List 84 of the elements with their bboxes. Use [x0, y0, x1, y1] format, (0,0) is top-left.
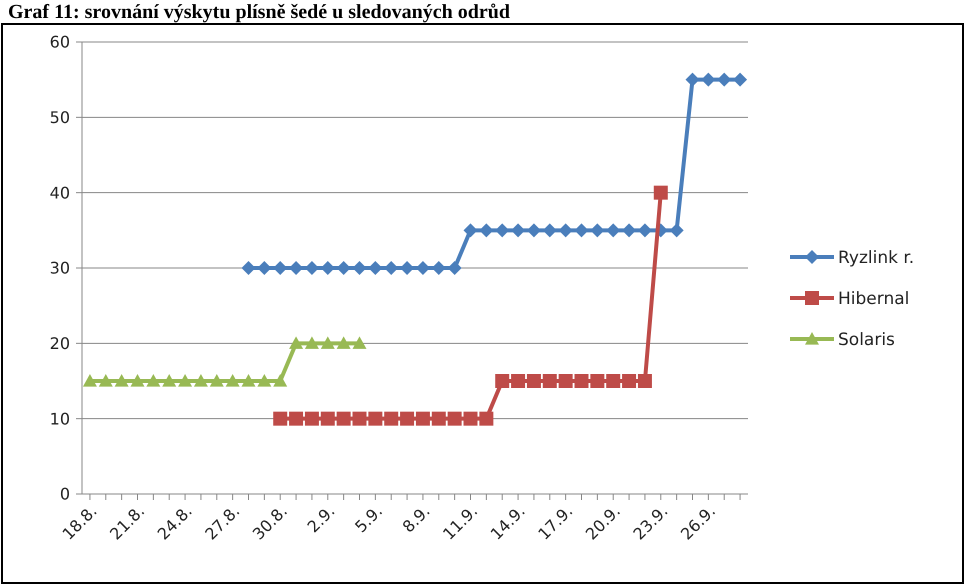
point: [542, 223, 557, 238]
x-tick-label: 5.9.: [351, 501, 386, 536]
point: [320, 336, 335, 349]
point: [558, 374, 573, 388]
point: [194, 374, 208, 387]
point: [542, 374, 557, 388]
y-tick-label: 0: [60, 484, 70, 504]
point: [368, 261, 382, 275]
point: [448, 261, 462, 275]
point: [574, 374, 588, 388]
point: [432, 261, 446, 275]
point: [146, 374, 160, 387]
point: [654, 186, 668, 200]
point: [416, 412, 430, 426]
point: [495, 223, 510, 238]
point: [511, 374, 526, 388]
point: [622, 374, 636, 388]
point: [98, 374, 113, 387]
chart-title: Graf 11: srovnání výskytu plísně šedé u sledovaných odrůd: [8, 1, 510, 23]
point: [273, 374, 288, 387]
legend-label: Solaris: [838, 330, 896, 350]
point: [479, 223, 494, 238]
point: [368, 412, 382, 426]
y-tick-label: 50: [50, 108, 70, 127]
point: [733, 72, 748, 87]
point: [289, 336, 304, 349]
y-tick-label: 60: [50, 32, 70, 52]
x-tick-label: 2.9.: [304, 501, 339, 536]
point: [242, 261, 256, 275]
point: [511, 223, 526, 238]
point: [638, 223, 652, 238]
point: [226, 374, 240, 387]
point: [638, 374, 652, 388]
point: [464, 412, 478, 426]
point: [686, 72, 700, 87]
point: [701, 72, 716, 87]
point: [448, 412, 462, 426]
point: [273, 261, 288, 275]
point: [479, 412, 494, 426]
point: [384, 261, 398, 275]
point: [336, 336, 351, 349]
point: [495, 374, 510, 388]
point: [336, 261, 351, 275]
point: [606, 374, 620, 388]
point: [257, 374, 272, 387]
point: [352, 336, 366, 349]
point: [558, 223, 573, 238]
point: [526, 374, 541, 388]
point: [289, 412, 304, 426]
point: [114, 374, 129, 387]
point: [432, 412, 446, 426]
y-tick-label: 10: [50, 409, 70, 428]
point: [574, 223, 588, 238]
point: [352, 412, 366, 426]
point: [526, 223, 541, 238]
point: [304, 336, 319, 349]
y-tick-label: 40: [50, 183, 70, 202]
point: [606, 223, 620, 238]
point: [320, 412, 335, 426]
point: [352, 261, 366, 275]
point: [82, 374, 97, 387]
point: [304, 412, 319, 426]
point: [717, 72, 732, 87]
point: [242, 374, 256, 387]
legend-label: Ryzlink r.: [838, 248, 914, 268]
point: [320, 261, 335, 275]
x-tick-label: 8.9.: [398, 501, 434, 536]
legend-label: Hibernal: [838, 288, 910, 309]
y-tick-label: 20: [50, 334, 70, 353]
point: [590, 223, 604, 238]
point: [178, 374, 192, 387]
point: [162, 374, 176, 387]
point: [400, 412, 414, 426]
point: [670, 223, 684, 238]
point: [336, 412, 351, 426]
point: [130, 374, 144, 387]
point: [464, 223, 478, 238]
y-tick-label: 30: [50, 258, 70, 278]
point: [257, 261, 272, 275]
point: [622, 223, 636, 238]
point: [273, 412, 288, 426]
point: [384, 412, 398, 426]
point: [590, 374, 604, 388]
point: [210, 374, 224, 387]
